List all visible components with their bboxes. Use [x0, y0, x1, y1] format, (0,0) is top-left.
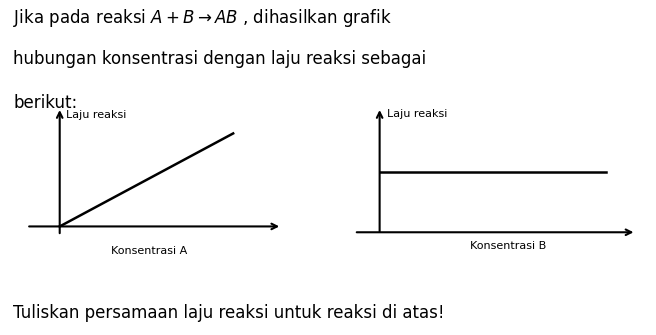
Text: Tuliskan persamaan laju reaksi untuk reaksi di atas!: Tuliskan persamaan laju reaksi untuk rea…: [13, 304, 445, 322]
Text: berikut:: berikut:: [13, 94, 77, 112]
Text: Jika pada reaksi $A + B \rightarrow AB$ , dihasilkan grafik: Jika pada reaksi $A + B \rightarrow AB$ …: [13, 7, 392, 29]
Text: Laju reaksi: Laju reaksi: [66, 110, 127, 120]
Text: Laju reaksi: Laju reaksi: [387, 109, 447, 119]
Text: Konsentrasi B: Konsentrasi B: [470, 241, 546, 251]
Text: Konsentrasi A: Konsentrasi A: [110, 246, 187, 256]
Text: hubungan konsentrasi dengan laju reaksi sebagai: hubungan konsentrasi dengan laju reaksi …: [13, 50, 426, 68]
